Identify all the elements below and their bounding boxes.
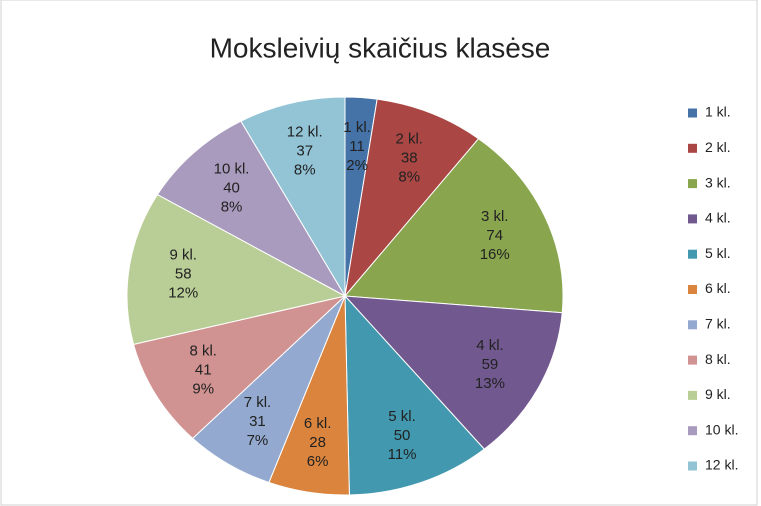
data-label-line: 4 kl. <box>476 337 504 354</box>
pie-slice <box>343 138 564 314</box>
legend-label: 2 kl. <box>705 139 731 155</box>
pie-slice <box>240 96 346 298</box>
data-label: 3 kl. 74 16% <box>480 208 510 263</box>
legend-label: 4 kl. <box>705 210 731 226</box>
data-label-line: 5 kl. <box>388 408 416 425</box>
data-label-line: 9% <box>192 380 214 397</box>
data-label-line: 11% <box>388 446 417 463</box>
pie-slice <box>156 120 347 298</box>
data-label: 8 kl. 41 9% <box>189 342 217 397</box>
data-label-line: 12 kl. <box>287 123 323 140</box>
data-label-line: 8% <box>221 198 243 215</box>
data-label-line: 1 kl. <box>343 119 371 136</box>
data-label: 7 kl. 31 7% <box>244 394 272 449</box>
data-label-line: 7% <box>247 432 269 449</box>
data-label-line: 8% <box>398 169 420 186</box>
legend-swatch <box>688 426 697 436</box>
data-label: 9 kl. 58 12% <box>168 246 198 301</box>
data-label-line: 10 kl. <box>214 160 250 177</box>
legend-label: 7 kl. <box>705 316 731 332</box>
data-label-line: 8 kl. <box>189 342 217 359</box>
data-label: 10 kl. 40 8% <box>214 160 250 215</box>
data-label: 4 kl. 59 13% <box>475 337 505 392</box>
pie-slice <box>343 295 563 450</box>
data-label: 12 kl. 37 8% <box>287 123 323 178</box>
legend-swatch <box>688 355 697 365</box>
data-label-line: 58 <box>175 265 192 282</box>
legend-label: 3 kl. <box>705 174 731 190</box>
legend-swatch <box>688 179 697 189</box>
data-label-line: 13% <box>475 375 505 392</box>
data-label-line: 59 <box>482 356 499 373</box>
legend-swatch <box>688 461 697 471</box>
pie-slice <box>344 294 485 496</box>
data-label-line: 11 <box>349 138 365 155</box>
legend-label: 5 kl. <box>705 245 731 261</box>
legend-swatch <box>688 108 697 118</box>
legend-label: 10 kl. <box>705 421 738 437</box>
data-label-line: 37 <box>296 142 313 159</box>
data-label-line: 6 kl. <box>304 415 332 432</box>
data-label: 6 kl. 28 6% <box>304 415 332 470</box>
legend-swatch <box>688 390 697 400</box>
pie-slice <box>344 98 480 298</box>
data-label-line: 2% <box>346 157 368 174</box>
legend-swatch <box>688 249 697 259</box>
data-label-line: 31 <box>249 413 266 430</box>
data-label-line: 9 kl. <box>169 246 197 263</box>
data-label-line: 40 <box>223 179 240 196</box>
legend-swatch <box>688 143 697 153</box>
legend-label: 12 kl. <box>705 457 738 473</box>
legend-label: 6 kl. <box>705 280 731 296</box>
data-label: 2 kl. 38 8% <box>395 131 423 186</box>
data-label-line: 28 <box>309 434 326 451</box>
data-label: 1 kl. 11 2% <box>343 119 371 174</box>
data-label-line: 6% <box>307 453 329 470</box>
data-label-line: 12% <box>168 284 198 301</box>
legend-label: 1 kl. <box>705 104 731 120</box>
legend-label: 9 kl. <box>705 386 731 402</box>
legend-swatch <box>688 320 697 330</box>
pie-slice <box>132 295 347 440</box>
data-label-line: 38 <box>401 150 418 167</box>
data-label-line: 2 kl. <box>395 131 423 148</box>
legend-label: 8 kl. <box>705 351 731 367</box>
data-label-line: 74 <box>486 227 503 244</box>
legend-swatch <box>688 214 697 224</box>
pie-slice <box>126 193 347 345</box>
data-label-line: 7 kl. <box>244 394 272 411</box>
data-label-line: 8% <box>294 161 316 178</box>
chart-title: Moksleivių skaičius klasėse <box>210 32 551 63</box>
data-label-line: 3 kl. <box>481 208 509 225</box>
legend-swatch <box>688 285 697 294</box>
data-label: 5 kl. 50 11% <box>388 408 417 463</box>
data-label-line: 50 <box>394 427 411 444</box>
data-label-line: 41 <box>195 361 212 378</box>
data-label-line: 16% <box>480 246 510 263</box>
